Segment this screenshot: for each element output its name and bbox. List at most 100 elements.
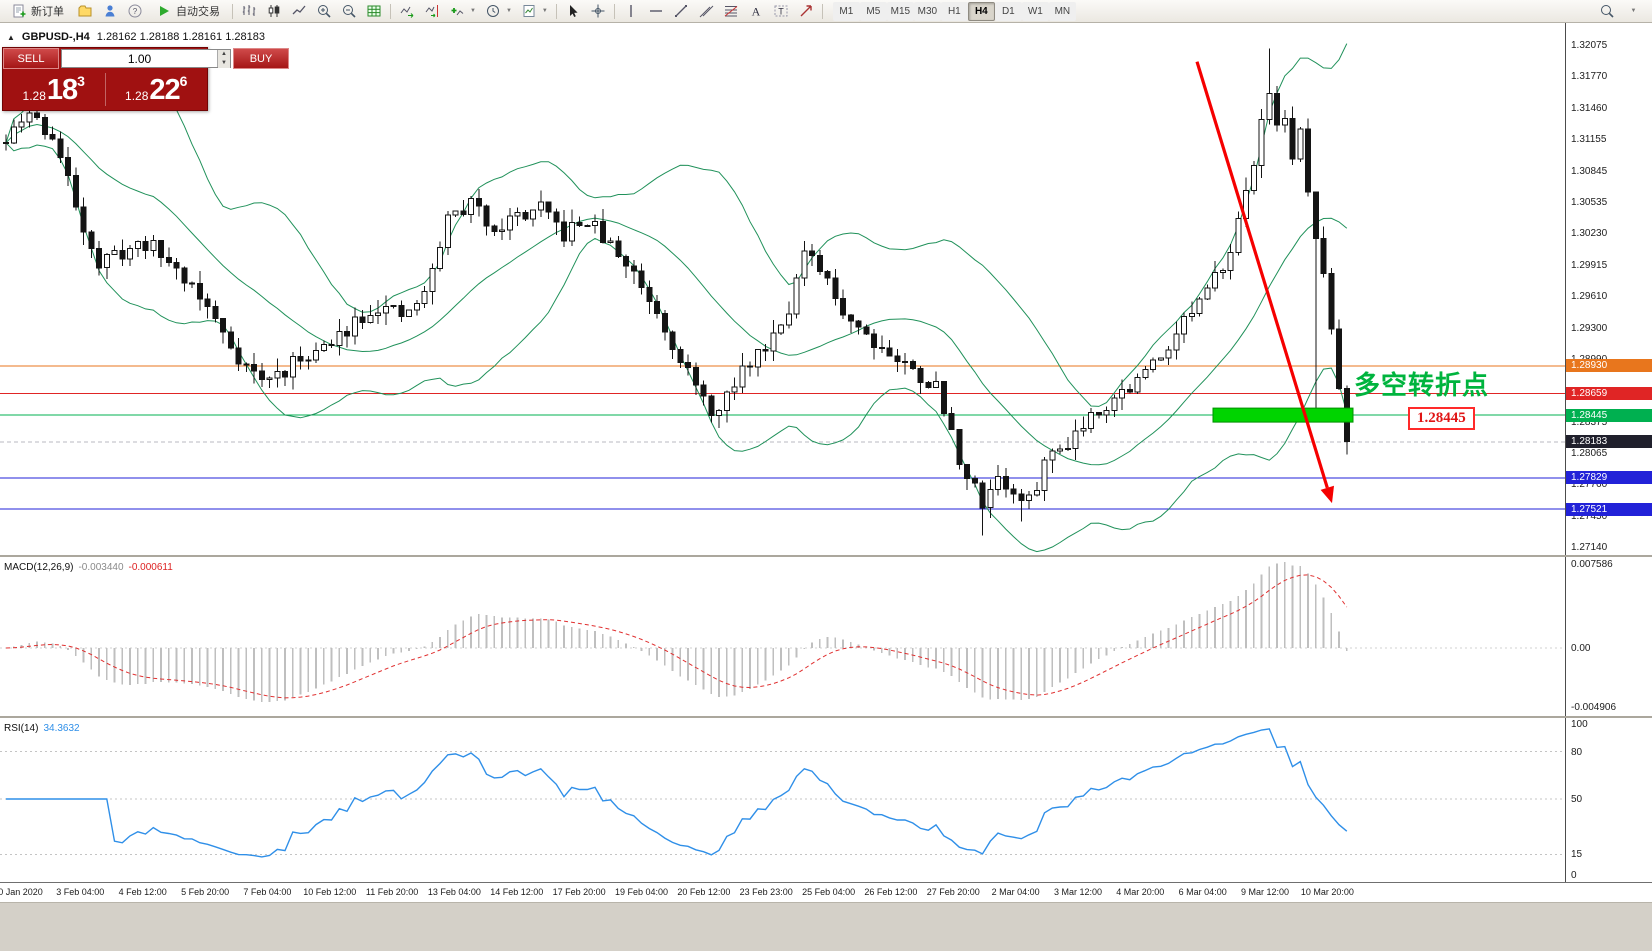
rsi-name: RSI(14) [4,723,39,734]
horizontal-line-tool-button[interactable] [644,1,668,21]
autotrading-button[interactable]: 自动交易 [148,1,228,21]
volume-up-button[interactable]: ▲ [218,50,230,59]
macd-axis-tick: 0.00 [1571,643,1591,654]
support-zone-rect[interactable] [1212,407,1354,423]
line-chart-button[interactable] [287,1,311,21]
search-icon [1601,5,1614,18]
timeframe-button-h1[interactable]: H1 [940,1,968,21]
zoom-out-button[interactable] [337,1,361,21]
help-button[interactable]: ? [123,1,147,21]
time-axis[interactable]: 30 Jan 2020 3 Feb 04:00 4 Feb 12:00 5 Feb 2… [0,882,1652,902]
arrows-tool-button[interactable] [794,1,818,21]
line-chart-icon [292,5,306,15]
svg-text:T: T [778,7,784,17]
price-callout-label[interactable]: 1.28445 [1408,407,1475,430]
auto-scroll-icon [400,6,414,18]
trend-arrow[interactable] [1195,61,1334,504]
new-order-icon [13,4,26,18]
macd-name: MACD(12,26,9) [4,562,74,573]
volume-input[interactable] [62,50,217,67]
price-axis-tick: 1.29300 [1571,322,1608,334]
text-tool-button[interactable]: A [744,1,768,21]
fibonacci-tool-button[interactable] [719,1,743,21]
periods-button[interactable]: ▼ [481,1,516,21]
cursor-icon [569,5,578,17]
toolbar-separator [390,3,391,19]
new-order-button[interactable]: 新订单 [3,1,72,21]
turning-point-annotation[interactable]: 多空转折点 [1354,370,1490,400]
arrow-tool-icon [800,5,812,17]
macd-chart[interactable] [0,557,1565,716]
text-label-icon: T [774,5,788,17]
macd-value-signal: -0.000611 [128,562,173,573]
macd-axis[interactable]: 0.007586 0.00 -0.004906 [1565,557,1652,716]
rsi-axis[interactable]: 100 80 50 15 0 [1565,718,1652,882]
candlestick-chart[interactable] [0,23,1565,555]
time-axis-label: 23 Feb 23:00 [739,887,793,897]
sell-button[interactable]: 1.28 18 3 [3,69,105,110]
profiles-button[interactable] [73,1,97,21]
price-axis-tick: 1.30535 [1571,197,1608,208]
grid-button[interactable] [362,1,386,21]
chart-collapse-icon[interactable]: ▲ [7,32,15,42]
candlestick-chart-button[interactable] [262,1,286,21]
market-watch-icon [105,5,115,17]
auto-scroll-button[interactable] [395,1,419,21]
time-axis-label: 3 Mar 12:00 [1053,887,1103,897]
window-bottom-strip [0,902,1652,951]
buy-button[interactable]: 1.28 22 6 [106,69,208,110]
templates-button[interactable]: ▼ [517,1,552,21]
timeframe-button-mn[interactable]: MN [1048,1,1076,21]
timeframe-button-m5[interactable]: M5 [859,1,887,21]
price-axis-tick: 1.31155 [1571,134,1607,145]
crosshair-tool-button[interactable] [586,1,610,21]
rsi-axis-tick: 50 [1571,794,1583,805]
toolbar-options-button[interactable]: ▼ [1621,1,1645,21]
rsi-value: 34.3632 [43,723,80,734]
toolbar: 新订单 ? 自动交易 ▼ ▼ ▼ A T M1 M5 M15 M [0,0,1652,23]
channel-tool-button[interactable] [694,1,718,21]
indicators-icon [451,8,464,16]
price-axis-tick: 1.30230 [1571,228,1608,240]
rsi-chart[interactable] [0,718,1565,882]
price-axis[interactable]: 1.32075 1.31770 1.31460 1.31155 1.30845 1.305… [1565,23,1652,555]
svg-text:A: A [752,5,761,19]
chart-shift-icon [425,5,438,18]
timeframe-button-d1[interactable]: D1 [994,1,1022,21]
bar-chart-button[interactable] [237,1,261,21]
dropdown-caret-icon: ▼ [541,8,548,14]
autotrading-label: 自动交易 [176,6,220,18]
market-watch-button[interactable] [98,1,122,21]
macd-axis-tick: 0.007586 [1571,559,1613,570]
rsi-axis-tick: 100 [1571,719,1588,730]
macd-label: MACD(12,26,9) -0.003440 -0.000611 [4,562,173,573]
time-axis-label: 10 Feb 12:00 [303,887,357,897]
timeframe-button-w1[interactable]: W1 [1021,1,1049,21]
timeframe-button-h4[interactable]: H4 [967,1,995,21]
chart-shift-button[interactable] [420,1,444,21]
timeframe-button-m1[interactable]: M1 [832,1,860,21]
vertical-line-tool-button[interactable] [619,1,643,21]
buy-header-button[interactable]: BUY [233,48,289,69]
time-axis-label: 4 Mar 20:00 [1116,887,1165,897]
timeframe-button-m30[interactable]: M30 [913,1,941,21]
channel-icon [699,5,714,18]
toolbar-separator [613,3,615,19]
cursor-tool-button[interactable] [561,1,585,21]
toolbar-separator [555,3,557,19]
svg-text:?: ? [133,7,138,16]
trade-panel-divider [104,73,106,106]
trendline-tool-button[interactable] [669,1,693,21]
search-button[interactable] [1595,1,1619,21]
toolbar-separator [821,3,823,19]
rsi-axis-tick: 0 [1571,870,1577,881]
sell-header-button[interactable]: SELL [3,48,59,69]
label-tool-button[interactable]: T [769,1,793,21]
rsi-line [6,728,1348,858]
timeframe-button-m15[interactable]: M15 [886,1,914,21]
indicators-button[interactable]: ▼ [445,1,480,21]
new-order-label: 新订单 [31,6,64,18]
zoom-in-button[interactable] [312,1,336,21]
volume-down-button[interactable]: ▼ [218,59,230,68]
